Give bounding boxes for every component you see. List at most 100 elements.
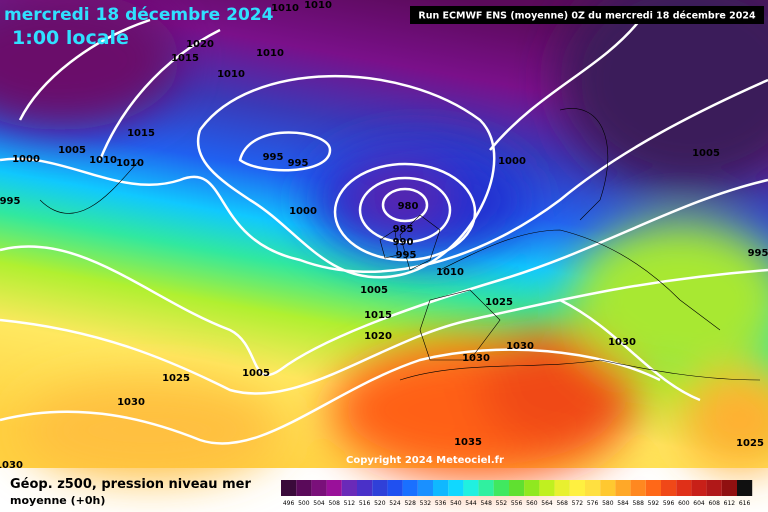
scale-swatch [600, 480, 616, 496]
isobar-label: 985 [393, 224, 414, 235]
scale-label: 584 [617, 500, 629, 507]
scale-label: 548 [480, 500, 492, 507]
scale-label: 556 [511, 500, 523, 507]
scale-label: 504 [313, 500, 325, 507]
scale-label: 540 [450, 500, 462, 507]
isobar-label: 1020 [186, 39, 214, 50]
scale-swatch [311, 480, 327, 496]
isobar-label: 995 [263, 152, 284, 163]
scale-label: 496 [283, 500, 295, 507]
isobar-label: 1010 [217, 69, 245, 80]
scale-swatch [569, 480, 585, 496]
scale-swatch [676, 480, 692, 496]
isobar-label: 1015 [171, 53, 199, 64]
isobar-label: 1010 [256, 48, 284, 59]
isobar-label: 995 [0, 196, 20, 207]
isobar-label: 1030 [117, 397, 145, 408]
scale-label: 592 [648, 500, 660, 507]
isobar-label: 1010 [89, 155, 117, 166]
copyright: Copyright 2024 Meteociel.fr [346, 455, 504, 466]
isobar-label: 1000 [12, 154, 40, 165]
scale-label: 552 [496, 500, 508, 507]
scale-swatch [372, 480, 388, 496]
scale-swatch [448, 480, 464, 496]
scale-swatch [281, 480, 297, 496]
scale-swatch [402, 480, 418, 496]
isobar-label: 1015 [364, 310, 392, 321]
scale-swatch [341, 480, 357, 496]
isobar-label: 1030 [506, 341, 534, 352]
scale-swatch [737, 480, 753, 496]
isobar-label: 1020 [364, 331, 392, 342]
isobar-label: 1010 [304, 0, 332, 11]
isobar-label: 1030 [608, 337, 636, 348]
scale-label: 520 [374, 500, 386, 507]
isobar-label: 1025 [162, 373, 190, 384]
scale-label: 616 [739, 500, 751, 507]
isobar-label: 1005 [692, 148, 720, 159]
isobar-label: 1025 [485, 297, 513, 308]
date: mercredi 18 décembre 2024 [4, 5, 274, 25]
isobar-label: 995 [748, 248, 768, 259]
isobar-label: 1000 [498, 156, 526, 167]
scale-swatch [615, 480, 631, 496]
scale-label: 580 [602, 500, 614, 507]
run-info: Run ECMWF ENS (moyenne) 0Z du mercredi 1… [418, 11, 756, 22]
scale-swatch [417, 480, 433, 496]
isobar-label: 1010 [271, 3, 299, 14]
scale-label: 560 [526, 500, 538, 507]
isobar-label: 995 [396, 250, 417, 261]
isobar-label: 1025 [736, 438, 764, 449]
scale-swatch [630, 480, 646, 496]
scale-swatch [387, 480, 403, 496]
scale-label: 608 [708, 500, 720, 507]
isobars [0, 18, 768, 445]
scale-label: 528 [404, 500, 416, 507]
scale-label: 588 [632, 500, 644, 507]
scale-swatch [691, 480, 707, 496]
scale-swatch [524, 480, 540, 496]
scale-label: 500 [298, 500, 310, 507]
legend-title: Géop. z500, pression niveau mer [10, 477, 251, 492]
isobar-label: 1030 [462, 353, 490, 364]
isobar-label: 990 [393, 237, 414, 248]
isobar-label: 1005 [58, 145, 86, 156]
scale-swatch [554, 480, 570, 496]
scale-swatch [509, 480, 525, 496]
scale-swatch [585, 480, 601, 496]
scale-swatch [706, 480, 722, 496]
isobar-label: 1005 [242, 368, 270, 379]
scale-swatch [326, 480, 342, 496]
scale-label: 512 [344, 500, 356, 507]
isobar-label: 1035 [454, 437, 482, 448]
scale-swatch [463, 480, 479, 496]
legend-subtitle: moyenne (+0h) [10, 494, 105, 507]
scale-label: 596 [663, 500, 675, 507]
scale-label: 536 [435, 500, 447, 507]
isobar-label: 1015 [127, 128, 155, 139]
time: 1:00 locale [12, 27, 129, 49]
scale-swatch [645, 480, 661, 496]
scale-swatch [296, 480, 312, 496]
scale-swatch [478, 480, 494, 496]
scale-label: 564 [541, 500, 553, 507]
scale-label: 576 [587, 500, 599, 507]
scale-label: 600 [678, 500, 690, 507]
scale-label: 524 [389, 500, 401, 507]
scale-label: 604 [693, 500, 705, 507]
scale-label: 544 [465, 500, 477, 507]
isobar-label: 980 [398, 201, 419, 212]
scale-label: 612 [724, 500, 736, 507]
isobar-label: 1005 [360, 285, 388, 296]
run-box [410, 6, 764, 24]
scale-label: 568 [556, 500, 568, 507]
scale-label: 516 [359, 500, 371, 507]
scale-swatch [493, 480, 509, 496]
scale-label: 508 [328, 500, 340, 507]
isobar-label: 1010 [116, 158, 144, 169]
isobar-label: 1010 [436, 267, 464, 278]
scale-swatch [539, 480, 555, 496]
isobar-label: 995 [288, 158, 309, 169]
